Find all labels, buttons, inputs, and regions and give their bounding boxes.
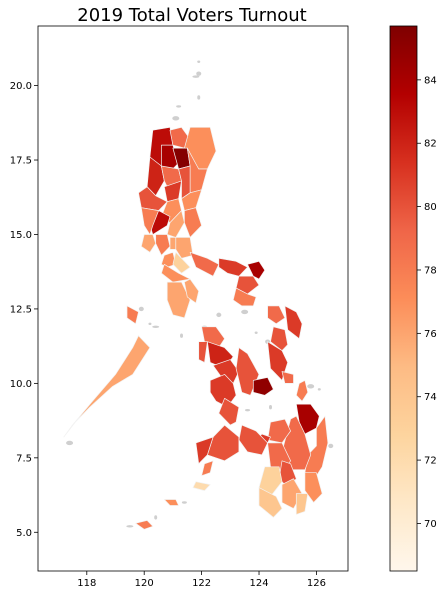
y-tick-label: 15.0 [10,230,32,241]
province-region [252,377,274,396]
islet [241,309,249,315]
province-region [169,237,177,250]
map-title: 2019 Total Voters Turnout [77,5,307,26]
islet [307,384,315,389]
province-region [195,436,214,465]
province-region [161,251,177,268]
colorbar-tick-label: 78 [424,265,437,276]
province-region [63,335,151,438]
colorbar-tick-label: 82 [424,139,437,150]
colorbar-tick-label: 84 [424,75,437,86]
islet [245,408,251,412]
islet [181,501,187,504]
islet [172,116,180,121]
province-region [184,207,202,238]
province-polygons [63,126,329,530]
province-region [201,460,214,477]
province-region [258,466,283,497]
province-region [140,234,157,253]
map-axes: 118 120 122 124 126 5.0 7.5 10.0 12.5 15.0 17.5 20… [10,25,349,589]
province-region [146,156,165,197]
province-region [161,263,191,283]
y-tick-label: 20.0 [10,81,32,92]
province-region [232,287,257,307]
islet [328,443,334,449]
province-region [209,374,237,408]
province-region [258,487,283,518]
province-region [140,207,159,235]
islet [317,388,321,391]
minor-islands [66,60,334,528]
y-tick-label: 17.5 [10,156,32,167]
province-region [163,499,179,506]
islet [196,71,202,76]
province-region [172,251,191,274]
province-region [281,371,294,384]
province-region [126,305,139,325]
colorbar-tick-label: 80 [424,202,437,213]
x-tick-label: 124 [249,578,268,589]
province-region [166,281,191,319]
colorbar-gradient [389,25,418,572]
province-region [267,341,289,381]
province-region [267,305,286,325]
islet [154,515,158,520]
province-region [295,380,309,402]
province-region [184,278,200,304]
province-region [198,341,208,363]
province-region [284,305,303,340]
islet [216,312,222,318]
y-tick-label: 12.5 [10,304,32,315]
islet [254,331,258,334]
colorbar-tick-label: 74 [424,392,437,403]
islet [66,440,74,446]
x-tick-label: 122 [192,578,211,589]
islet [269,405,272,410]
province-region [175,237,194,259]
islet [197,95,201,100]
colorbar: 70 72 74 76 78 80 82 84 [389,25,437,572]
islet [192,75,200,78]
province-region [135,520,154,530]
y-tick-label: 5.0 [16,528,32,539]
x-tick-label: 118 [77,578,96,589]
colorbar-tick-label: 70 [424,519,437,530]
islet [152,325,160,328]
islet [138,306,144,312]
province-region [218,397,240,426]
province-region [235,275,260,295]
x-tick-label: 126 [307,578,326,589]
islet [176,105,182,108]
islet [126,525,134,528]
x-tick-label: 120 [135,578,154,589]
x-axis-ticks: 118 120 122 124 126 [77,571,326,589]
province-region [155,234,171,256]
y-tick-label: 10.0 [10,379,32,390]
province-region [189,251,220,277]
province-region [181,189,202,211]
province-region [247,260,266,280]
islet [180,333,184,338]
province-region [166,210,185,238]
province-region [270,326,289,351]
colorbar-tick-label: 76 [424,329,437,340]
province-region [304,472,323,503]
y-tick-label: 7.5 [16,453,32,464]
province-region [192,481,211,491]
province-region [295,493,309,515]
colorbar-tick-label: 72 [424,456,437,467]
islet [197,60,201,63]
province-region [212,359,240,384]
y-axis-ticks: 5.0 7.5 10.0 12.5 15.0 17.5 20.0 [10,81,38,539]
colorbar-ticks: 70 72 74 76 78 80 82 84 [417,75,437,530]
islet [148,322,152,326]
